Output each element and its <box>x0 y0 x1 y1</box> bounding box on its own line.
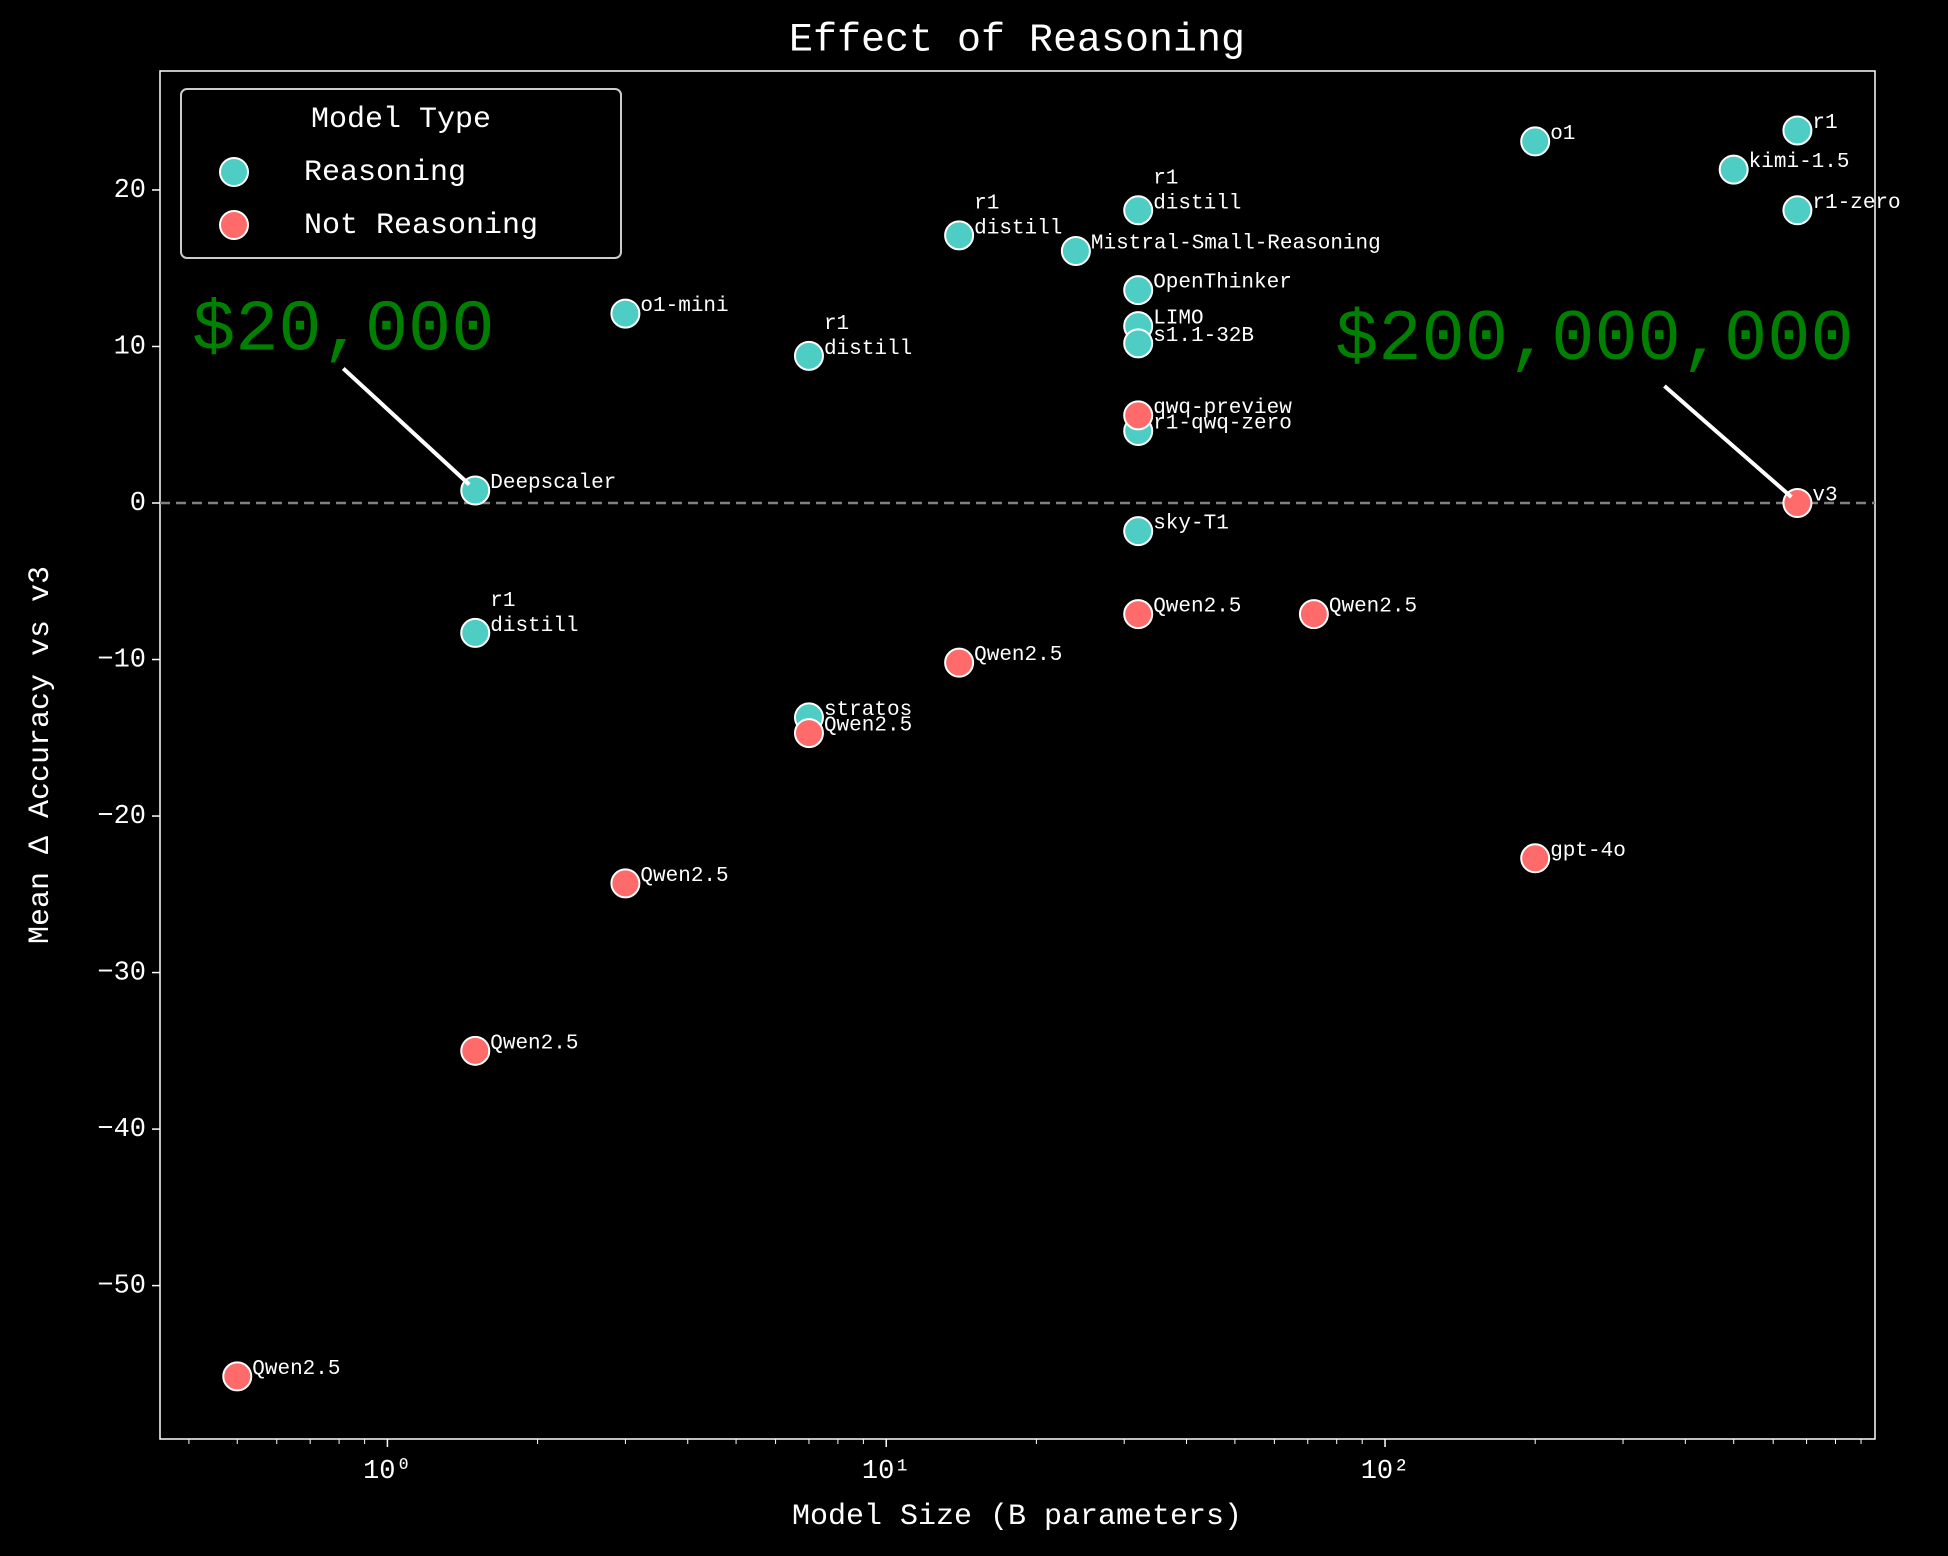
y-tick-label: −20 <box>97 802 146 832</box>
data-point <box>1520 843 1551 874</box>
x-tick-label: 10¹ <box>862 1457 911 1487</box>
legend-label: Reasoning <box>304 156 466 190</box>
data-point <box>1123 195 1154 226</box>
data-point <box>1520 126 1551 157</box>
data-point <box>1123 516 1154 547</box>
data-point <box>1123 275 1154 306</box>
data-point <box>610 868 641 899</box>
point-label: r1-qwq-zero <box>1153 413 1292 436</box>
point-label: r1-zero <box>1812 192 1900 215</box>
data-point <box>460 617 491 648</box>
point-label: kimi-1.5 <box>1749 151 1850 174</box>
y-tick-label: 10 <box>114 333 146 363</box>
point-label: Qwen2.5 <box>974 644 1062 667</box>
data-point <box>944 220 975 251</box>
annotation-line <box>341 367 471 486</box>
annotation-text: $200,000,000 <box>1335 299 1853 381</box>
plot-frame <box>159 70 1876 1440</box>
point-label: sky-T1 <box>1153 513 1229 536</box>
y-tick-label: 20 <box>114 176 146 206</box>
data-point <box>944 647 975 678</box>
point-label: r1 distill <box>974 192 1062 240</box>
x-tick-label: 10⁰ <box>363 1457 412 1487</box>
point-label: Qwen2.5 <box>1153 596 1241 619</box>
point-label: r1 distill <box>1153 167 1241 215</box>
data-point <box>793 718 824 749</box>
point-label: o1-mini <box>640 295 728 318</box>
point-label: Qwen2.5 <box>252 1358 340 1381</box>
data-point <box>610 298 641 329</box>
point-label: s1.1-32B <box>1153 325 1254 348</box>
y-tick-label: −50 <box>97 1272 146 1302</box>
y-tick-label: −10 <box>97 646 146 676</box>
point-label: Qwen2.5 <box>490 1032 578 1055</box>
point-label: qwq-preview <box>1153 397 1292 420</box>
point-label: r1 distill <box>490 589 578 637</box>
y-axis-label: Mean Δ Accuracy vs v3 <box>24 566 58 944</box>
data-point <box>1123 328 1154 359</box>
point-label: Mistral-Small-Reasoning <box>1091 233 1381 256</box>
data-point <box>1298 599 1329 630</box>
x-tick-label: 10² <box>1361 1457 1410 1487</box>
point-label: Qwen2.5 <box>824 715 912 738</box>
legend-label: Not Reasoning <box>304 209 538 243</box>
data-point <box>460 1035 491 1066</box>
annotation-text: $20,000 <box>192 289 494 371</box>
y-tick-label: −40 <box>97 1115 146 1145</box>
data-point <box>1782 115 1813 146</box>
point-label: o1 <box>1550 123 1575 146</box>
data-point <box>1060 236 1091 266</box>
legend-marker <box>219 157 249 187</box>
point-label: v3 <box>1812 485 1837 508</box>
data-point <box>1123 599 1154 630</box>
point-label: r1 <box>1812 112 1837 135</box>
legend-box <box>180 88 622 259</box>
point-label: Qwen2.5 <box>1329 596 1417 619</box>
data-point <box>793 340 824 371</box>
point-label: stratos <box>824 699 912 722</box>
x-axis-label: Model Size (B parameters) <box>792 1500 1242 1534</box>
y-tick-label: −30 <box>97 959 146 989</box>
point-label: OpenThinker <box>1153 272 1292 295</box>
point-label: gpt-4o <box>1550 840 1626 863</box>
y-tick-label: 0 <box>130 489 146 519</box>
data-point <box>1718 154 1749 185</box>
point-label: r1 distill <box>824 312 912 360</box>
annotation-line <box>1663 384 1793 499</box>
point-label: Qwen2.5 <box>640 865 728 888</box>
point-label: Deepscaler <box>490 472 616 495</box>
legend-title: Model Type <box>311 103 491 137</box>
point-label: LIMO <box>1153 308 1203 331</box>
data-point <box>222 1361 253 1392</box>
data-point <box>1782 195 1813 226</box>
legend-marker <box>219 210 249 240</box>
chart-title: Effect of Reasoning <box>789 19 1245 64</box>
data-point <box>1123 400 1154 431</box>
